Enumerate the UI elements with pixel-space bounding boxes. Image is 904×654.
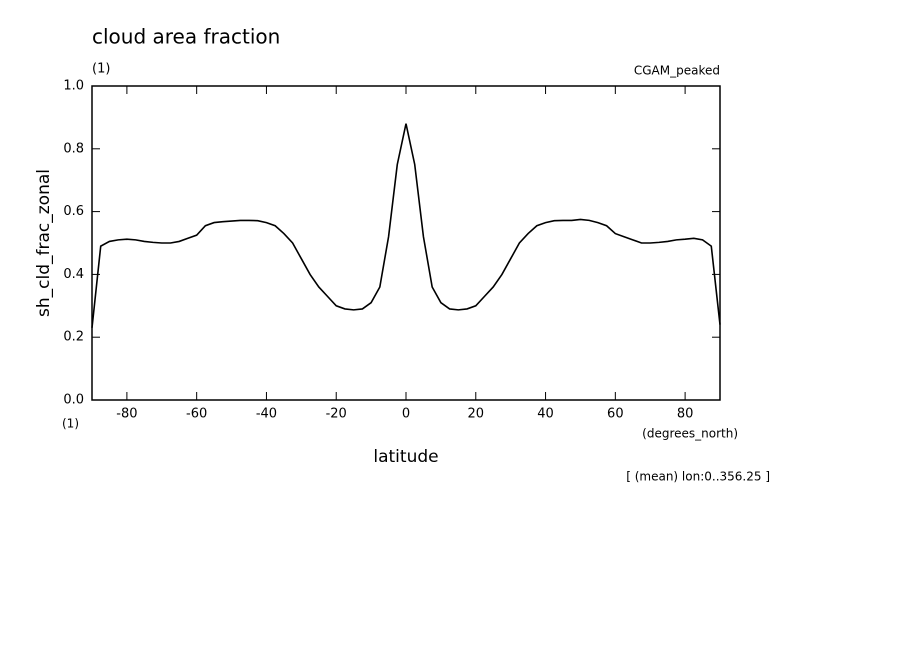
x-tick-label: 80 (677, 407, 694, 422)
y-tick-label: 0.8 (63, 141, 84, 156)
footnote: [ (mean) lon:0..356.25 ] (626, 470, 770, 484)
x-axis-label: latitude (373, 447, 438, 467)
x-tick-label: 60 (607, 407, 624, 422)
data-line (91, 123, 721, 328)
x-tick-label: 20 (468, 407, 485, 422)
dataset-label: CGAM_peaked (634, 64, 720, 78)
y-tick-label: 0.6 (63, 204, 84, 219)
units-label: (1) (92, 62, 110, 77)
y-units-label: (1) (62, 417, 79, 431)
x-tick-label: 40 (537, 407, 554, 422)
x-tick-label: -60 (186, 407, 207, 422)
x-units-label: (degrees_north) (642, 427, 738, 441)
y-tick-label: 0.2 (63, 330, 84, 345)
y-tick-label: 0.0 (63, 393, 84, 408)
x-tick-label: -80 (116, 407, 137, 422)
y-tick-label: 0.4 (63, 267, 84, 282)
x-tick-label: -20 (326, 407, 347, 422)
x-tick-label: 0 (402, 407, 410, 422)
y-tick-label: 1.0 (63, 79, 84, 94)
x-tick-label: -40 (256, 407, 277, 422)
y-axis-label: sh_cld_frac_zonal (34, 169, 54, 317)
chart-title: cloud area fraction (92, 25, 280, 49)
